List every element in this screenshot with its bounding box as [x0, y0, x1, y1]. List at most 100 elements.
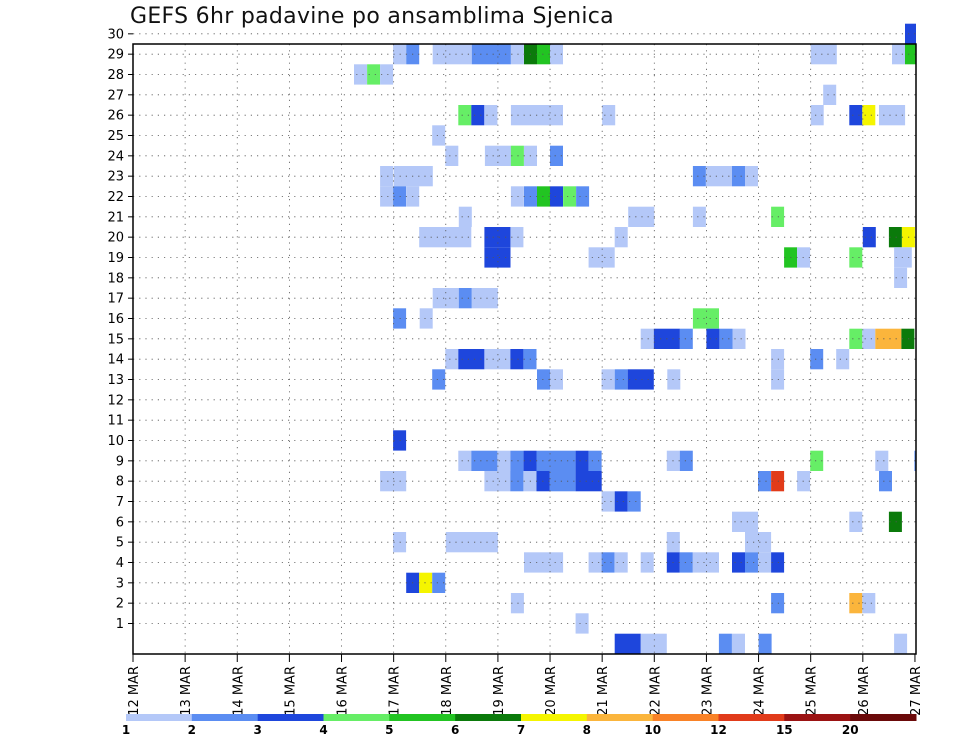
heatmap-cell — [471, 44, 511, 65]
heatmap-cell — [588, 552, 602, 573]
heatmap-cell — [862, 328, 876, 349]
colorbar-segment — [257, 714, 324, 721]
heatmap-cell — [901, 328, 915, 349]
heatmap-cell — [602, 105, 616, 126]
heatmap-cell — [732, 511, 759, 532]
heatmap-cell — [588, 450, 602, 471]
heatmap-cell — [549, 471, 576, 492]
heatmap-cell — [679, 552, 693, 573]
y-tick-label: 5 — [116, 536, 124, 551]
colorbar-segment — [586, 714, 654, 721]
heatmap-cell — [601, 491, 615, 512]
heatmap-cell — [718, 633, 732, 654]
colorbar-label: 2 — [188, 723, 196, 737]
heatmap-cell — [484, 471, 511, 492]
heatmap-cell — [419, 227, 472, 248]
heatmap-cell — [771, 471, 785, 492]
heatmap-cell — [601, 552, 615, 573]
heatmap-cell — [537, 44, 550, 65]
y-tick-label: 24 — [107, 149, 124, 164]
heatmap-cell — [458, 450, 472, 471]
heatmap-cell — [692, 552, 719, 573]
colorbar-label: 3 — [254, 723, 262, 737]
heatmap-cell — [849, 247, 863, 268]
heatmap-cell — [849, 593, 863, 614]
colorbar-segment — [652, 714, 719, 721]
heatmap-cell — [458, 105, 472, 126]
heatmap-cell — [471, 450, 498, 471]
heatmap-cell — [510, 227, 524, 248]
heatmap-cell — [849, 328, 863, 349]
heatmap-cell — [894, 267, 908, 288]
heatmap-cell — [771, 593, 785, 614]
heatmap-cell — [432, 44, 472, 65]
x-tick-label: 18 MAR — [440, 666, 455, 716]
heatmap-cell — [879, 105, 906, 126]
colorbar-label: 5 — [385, 723, 393, 737]
heatmap-cell — [732, 166, 745, 187]
heatmap-cell — [692, 308, 719, 329]
colorbar-segment — [521, 714, 588, 721]
heatmap-cell — [354, 64, 367, 85]
heatmap-cell — [458, 288, 472, 309]
heatmap-cell — [497, 450, 511, 471]
colorbar-segment — [323, 714, 390, 721]
y-tick-label: 30 — [107, 27, 124, 42]
heatmap-cells — [354, 23, 916, 654]
heatmap-cell — [432, 125, 446, 146]
y-tick-label: 20 — [107, 231, 124, 246]
x-tick-label: 17 MAR — [388, 666, 403, 716]
colorbar-segment — [718, 714, 785, 721]
heatmap-cell — [510, 349, 524, 370]
heatmap-cell — [537, 369, 550, 390]
heatmap-cell — [419, 308, 433, 329]
heatmap-cell — [614, 491, 628, 512]
colorbar-label: 6 — [451, 723, 459, 737]
heatmap-cell — [550, 369, 563, 390]
heatmap-cell — [432, 369, 446, 390]
heatmap-cell — [862, 105, 876, 126]
heatmap-cell — [484, 105, 498, 126]
x-tick-label: 16 MAR — [336, 666, 351, 716]
heatmap-cell — [380, 166, 394, 187]
heatmap-cell — [471, 105, 485, 126]
y-tick-label: 2 — [116, 597, 124, 612]
heatmap-cell — [550, 186, 563, 207]
chart-title: GEFS 6hr padavine po ansamblima Sjenica — [130, 4, 614, 29]
heatmap-cell — [536, 450, 576, 471]
x-tick-label: 24 MAR — [753, 666, 768, 716]
heatmap-cell — [576, 186, 590, 207]
y-tick-label: 4 — [116, 556, 124, 571]
x-tick-label: 27 MAR — [909, 666, 924, 716]
plot-frame — [132, 43, 917, 655]
heatmap-cell — [458, 206, 472, 227]
y-tick-label: 11 — [107, 414, 124, 429]
colorbar-segment — [784, 714, 851, 721]
y-tick-label: 13 — [107, 373, 124, 388]
y-tick-label: 26 — [107, 109, 124, 124]
heatmap-cell — [563, 186, 577, 207]
heatmap-cell — [692, 166, 706, 187]
y-tick-label: 3 — [116, 576, 124, 591]
colorbar-segment — [850, 714, 917, 721]
heatmap-cell — [550, 105, 563, 126]
colorbar-segment — [126, 714, 193, 721]
heatmap-cell — [745, 166, 758, 187]
colorbar-segment — [455, 714, 522, 721]
heatmap-cell — [445, 145, 459, 166]
grid-lines — [133, 33, 916, 654]
y-tick-label: 6 — [116, 515, 124, 530]
heatmap-cell — [905, 23, 916, 44]
heatmap-cell — [445, 532, 498, 553]
heatmap-cell — [575, 471, 602, 492]
heatmap-cell — [879, 471, 892, 492]
colorbar-label: 20 — [842, 723, 859, 737]
heatmap-cell — [771, 206, 785, 227]
y-tick-label: 25 — [107, 129, 124, 144]
y-tick-label: 16 — [107, 312, 124, 327]
heatmap-cell — [758, 552, 771, 573]
colorbar-segment — [389, 714, 456, 721]
heatmap-cell — [810, 105, 824, 126]
colorbar-label: 12 — [710, 723, 727, 737]
